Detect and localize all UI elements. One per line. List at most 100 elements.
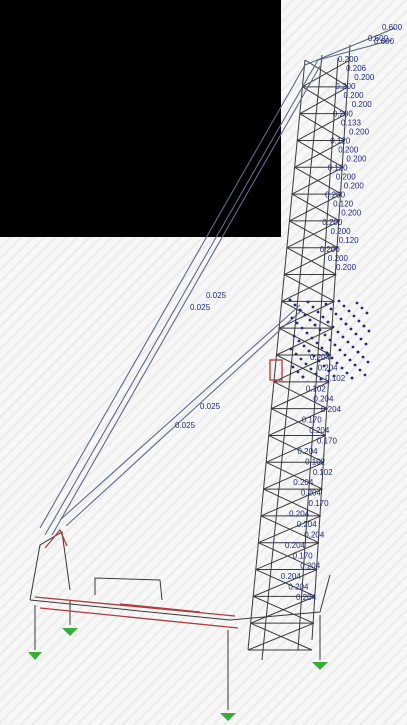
mast-load-label: 0.204 (288, 583, 309, 592)
node-point (303, 313, 307, 317)
top-label: 0.600 (374, 37, 395, 46)
mast-load-label: 0.200 (331, 227, 352, 236)
node-point (343, 353, 347, 357)
brace-member (281, 300, 333, 329)
mast-load-label: 0.102 (306, 384, 327, 393)
mast-load-label: 0.200 (336, 263, 357, 272)
mast-load-label: 0.204 (318, 363, 339, 372)
top-label: 0.600 (368, 34, 389, 43)
node-point (328, 338, 332, 342)
mast-load-label: 0.120 (328, 164, 349, 173)
node-point (296, 370, 300, 374)
node-point (305, 331, 309, 335)
mast-load-label: 0.170 (293, 551, 314, 560)
node-point (350, 376, 354, 380)
node-point (319, 377, 323, 381)
brace-member (265, 461, 323, 490)
node-point (326, 320, 330, 324)
mast-lattice (247, 44, 351, 661)
stay-cables (39, 27, 396, 536)
mast-load-label: 0.200 (341, 209, 362, 218)
node-point (367, 329, 371, 333)
supports (28, 628, 328, 721)
node-point (339, 317, 343, 321)
cable-label: 0.025 (200, 402, 221, 411)
top-label: 0.600 (382, 23, 403, 32)
support-mid (62, 628, 78, 636)
brace-member (294, 166, 342, 195)
node-point (341, 335, 345, 339)
node-point (318, 328, 322, 332)
mast-load-label: 0.200 (322, 218, 343, 227)
mast-load-label: 0.133 (341, 118, 362, 127)
brace-member (271, 408, 327, 436)
node-point (346, 340, 350, 344)
node-point (315, 341, 319, 345)
brace-member (250, 622, 313, 651)
node-point (310, 336, 314, 340)
mast-load-label: 0.120 (339, 236, 360, 245)
node-point (361, 355, 365, 359)
node-point (358, 368, 362, 372)
support-bottom (220, 713, 236, 721)
cable-label: 0.025 (190, 303, 211, 312)
node-point (336, 330, 340, 334)
mast-load-label: 0.200 (336, 173, 357, 182)
base-frame (29, 531, 331, 710)
node-point (334, 312, 338, 316)
brace-member (268, 435, 325, 463)
node-point (295, 321, 299, 325)
mast-load-label: 0.102 (305, 457, 326, 466)
mast-load-label: 0.200 (328, 254, 349, 263)
node-point (300, 326, 304, 330)
mast-load-label: 0.200 (325, 191, 346, 200)
brace-member (276, 354, 330, 383)
node-point (363, 373, 367, 377)
node-point (340, 366, 344, 370)
node-point (349, 327, 353, 331)
mast-load-label: 0.200 (338, 55, 359, 64)
node-point (316, 310, 320, 314)
node-point (364, 342, 368, 346)
node-point (314, 372, 318, 376)
base-members-red (34, 359, 283, 629)
brace-member (291, 193, 340, 222)
node-point (309, 367, 313, 371)
support-right (312, 662, 328, 670)
node-point (354, 332, 358, 336)
brace-member (304, 59, 349, 88)
mast-load-label: 0.204 (293, 478, 314, 487)
brace-member (286, 247, 337, 275)
brace-member (258, 542, 318, 571)
mast-load-label: 0.200 (320, 245, 341, 254)
node-point (298, 308, 302, 312)
mast-load-label: 0.102 (325, 374, 346, 383)
node-point (308, 318, 312, 322)
mast-load-label: 0.200 (335, 82, 356, 91)
brace-member (299, 113, 346, 141)
node-point (331, 325, 335, 329)
cable-load-labels: 0.025 0.025 0.025 0.025 (175, 291, 227, 430)
mast-load-label: 0.204 (285, 541, 306, 550)
node-point (347, 309, 351, 313)
node-point (297, 339, 301, 343)
node-point (288, 298, 292, 302)
node-point (329, 307, 333, 311)
mast-load-label: 0.170 (317, 437, 338, 446)
mast-load-label: 0.204 (301, 489, 322, 498)
node-point (365, 311, 369, 315)
brace-member (296, 140, 344, 168)
mast-load-label: 0.102 (313, 468, 334, 477)
node-point (356, 350, 360, 354)
mast-load-label: 0.200 (333, 109, 354, 118)
mast-load-label: 0.204 (313, 395, 334, 404)
cable-label: 0.025 (206, 291, 227, 300)
node-point (324, 302, 328, 306)
mast-load-label: 0.200 (352, 100, 373, 109)
brace-member (302, 86, 347, 115)
node-point (289, 347, 293, 351)
node-point (342, 304, 346, 308)
node-point (313, 323, 317, 327)
node-point (290, 316, 294, 320)
